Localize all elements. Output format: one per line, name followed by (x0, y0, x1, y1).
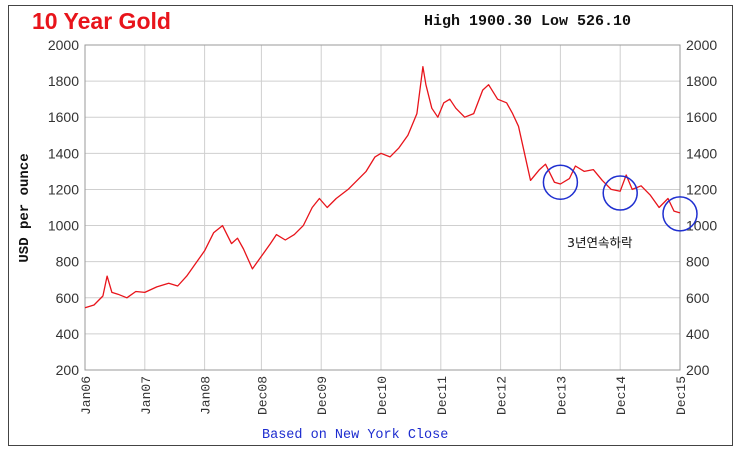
highlight-circles (542, 164, 698, 232)
y-tick-label-right: 800 (686, 254, 710, 270)
x-tick-label: Jan08 (199, 376, 214, 415)
x-tick-label: Dec11 (435, 376, 450, 415)
y-tick-label-left: 1600 (48, 109, 79, 125)
annotation-label: 3년연속하락 (567, 235, 633, 250)
high-low-label: High 1900.30 Low 526.10 (424, 13, 632, 30)
y-tick-label-right: 400 (686, 326, 710, 342)
y-tick-label-right: 1400 (686, 145, 717, 161)
y-tick-label-left: 1200 (48, 181, 79, 197)
y-tick-label-left: 400 (56, 326, 80, 342)
y-tick-label-right: 1200 (686, 181, 717, 197)
y-tick-label-left: 2000 (48, 37, 79, 53)
x-tick-label: Dec09 (315, 376, 330, 415)
y-tick-label-left: 1000 (48, 218, 79, 234)
grid (84, 44, 681, 371)
y-tick-label-right: 600 (686, 290, 710, 306)
x-tick-label: Dec08 (255, 376, 270, 415)
highlight-circle (602, 175, 638, 211)
y-tick-label-left: 600 (56, 290, 80, 306)
highlight-circle (662, 196, 698, 232)
x-tick-label: Jan07 (139, 376, 154, 415)
y-tick-label-right: 200 (686, 362, 710, 378)
x-tick-label: Dec13 (554, 376, 569, 415)
chart-title: 10 Year Gold (32, 8, 171, 34)
y-tick-label-right: 1000 (686, 218, 717, 234)
x-tick-label: Dec15 (674, 376, 689, 415)
series-line (84, 66, 681, 309)
y-tick-label-right: 2000 (686, 37, 717, 53)
x-tick-label: Dec10 (375, 376, 390, 415)
x-axis: Jan06 Jan07 Jan08 Dec08 Dec09 Dec10 Dec11 Dec12… (79, 376, 689, 415)
y-tick-label-left: 200 (56, 362, 80, 378)
y-axis-label: USD per ounce (17, 153, 33, 262)
plot-border (84, 44, 681, 371)
y-tick-label-right: 1800 (686, 73, 717, 89)
x-tick-label: Dec14 (614, 376, 629, 415)
y-tick-label-left: 1400 (48, 145, 79, 161)
y-axis-left: 200 400 600 800 1000 1200 1400 1600 1800 2000 (48, 37, 79, 378)
x-tick-label: Jan06 (79, 376, 94, 415)
x-tick-label: Dec12 (495, 376, 510, 415)
y-tick-label-right: 1600 (686, 109, 717, 125)
y-tick-label-left: 800 (56, 254, 80, 270)
footer-note: Based on New York Close (262, 428, 449, 443)
y-axis-right: 200 400 600 800 1000 1200 1400 1600 1800 2000 (686, 37, 717, 378)
highlight-circle (542, 164, 579, 200)
y-tick-label-left: 1800 (48, 73, 79, 89)
